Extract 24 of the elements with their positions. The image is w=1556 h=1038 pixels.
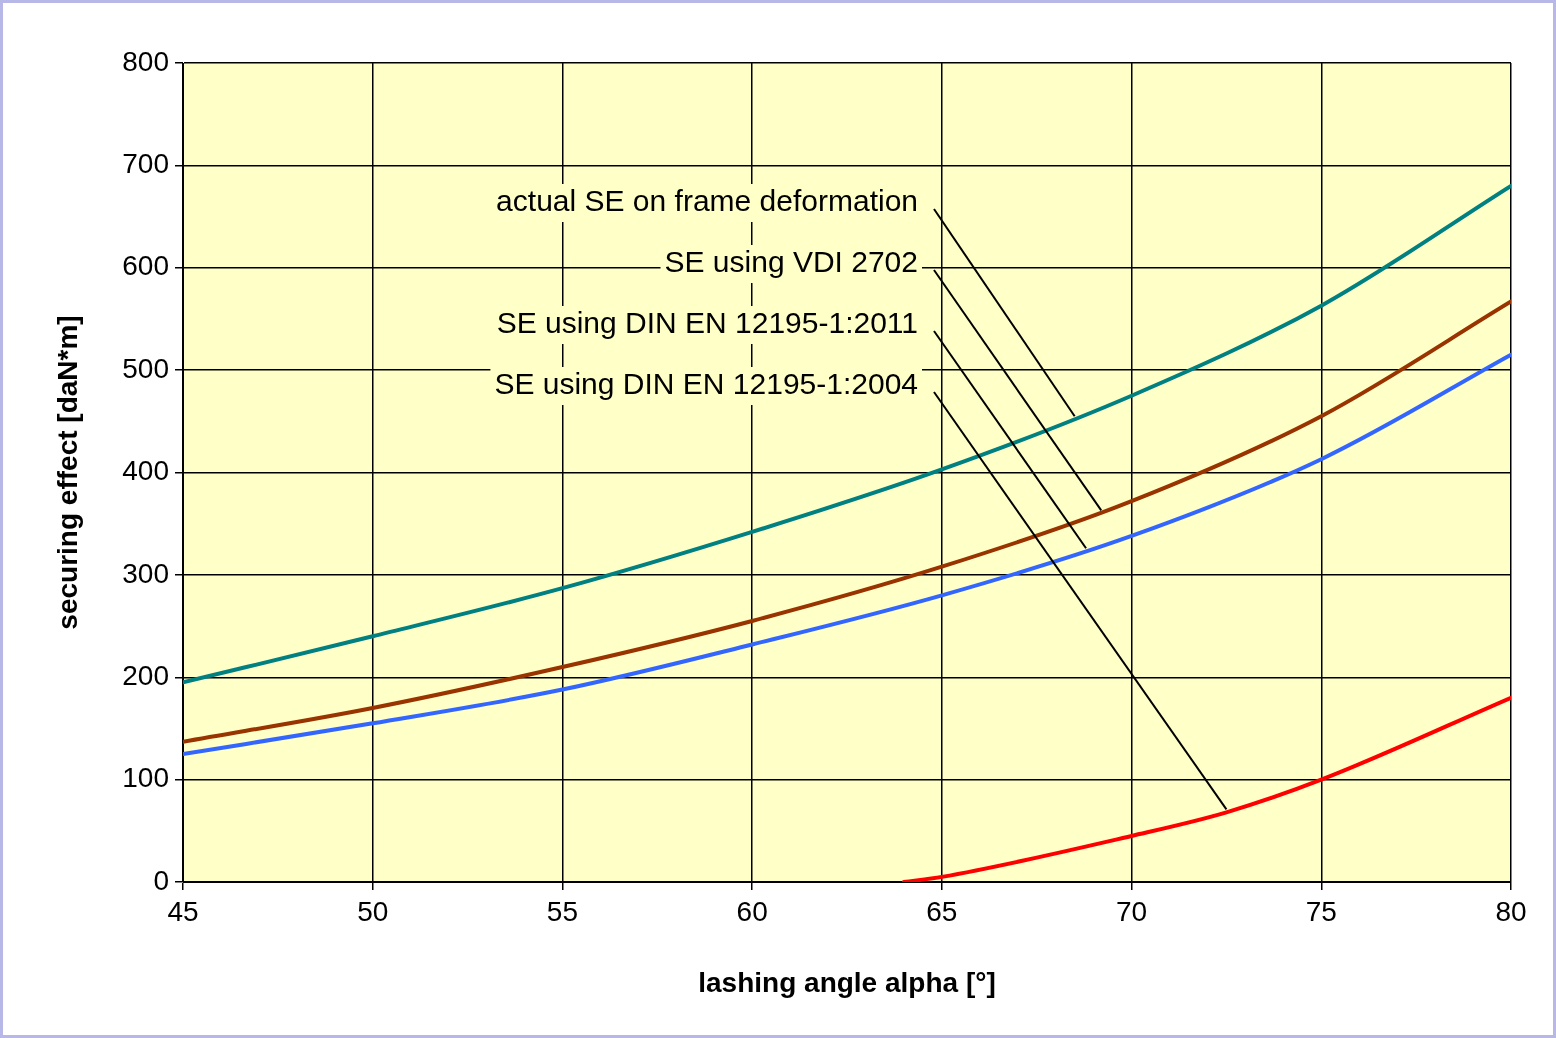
x-tick-label: 45 <box>167 895 199 927</box>
x-tick-label: 70 <box>1115 895 1148 927</box>
annotation: SE using DIN EN 12195-1:2004 <box>494 367 918 401</box>
annotation: actual SE on frame deformation <box>496 184 918 218</box>
y-tick-label: 600 <box>122 250 169 282</box>
x-tick-label: 80 <box>1495 895 1527 927</box>
x-axis-title: lashing angle alpha [°] <box>698 966 996 998</box>
y-tick-label: 400 <box>122 455 169 487</box>
y-tick-label: 500 <box>122 352 169 384</box>
x-tick-label: 50 <box>357 895 389 927</box>
x-tick-label: 60 <box>736 895 768 927</box>
x-tick-label: 75 <box>1305 895 1337 927</box>
y-axis-title: securing effect [daN*m] <box>51 315 83 630</box>
y-tick-label: 0 <box>153 864 169 896</box>
line-series <box>901 695 1511 882</box>
annotation: SE using VDI 2702 <box>664 245 918 279</box>
y-tick-label: 300 <box>122 557 169 589</box>
x-tick-label: 55 <box>546 895 579 927</box>
y-tick-label: 800 <box>122 45 169 77</box>
x-tick-label: 65 <box>926 895 958 927</box>
y-tick-label: 700 <box>122 148 169 180</box>
y-tick-label: 200 <box>122 659 169 691</box>
annotation: SE using DIN EN 12195-1:2011 <box>496 306 918 340</box>
y-tick-label: 100 <box>122 762 169 794</box>
